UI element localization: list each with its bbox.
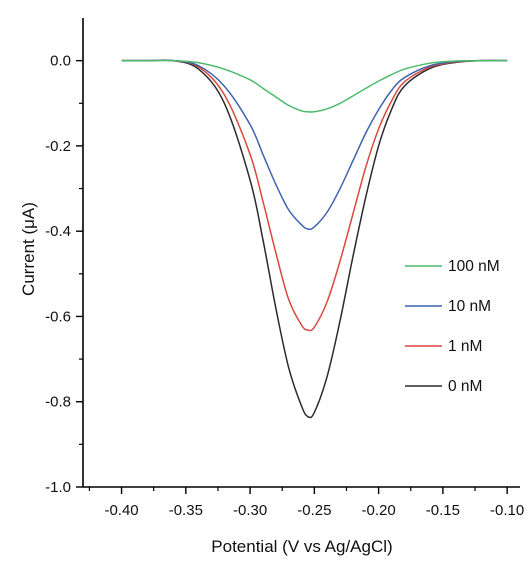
x-tick-label: -0.30 [233,502,267,519]
series-line-0-nm [121,59,508,419]
x-tick-label: -0.10 [490,502,524,519]
legend-label-100-nm: 100 nM [448,258,500,275]
y-tick-label: -0.6 [45,308,71,325]
series-line-1-nm [121,59,508,332]
legend-label-10-nm: 10 nM [448,298,491,315]
series-line-100-nm [121,59,508,113]
legend: 100 nM 10 nM 1 nM 0 nM [405,258,500,395]
x-tick-label: -0.35 [169,502,203,519]
y-tick-label: 0.0 [50,53,71,70]
axes: 0.0 -0.2 -0.4 -0.6 -0.8 -1.0 -0.40 -0.35 -0.30 -0… [45,18,524,519]
x-tick-label: -0.20 [362,502,396,519]
x-tick-label: -0.25 [297,502,331,519]
legend-label-0-nm: 0 nM [448,378,482,395]
y-tick-label: -1.0 [45,479,71,496]
x-tick-label: -0.15 [426,502,460,519]
x-axis-title: Potential (V vs Ag/AgCl) [211,537,392,556]
y-tick-label: -0.4 [45,223,71,240]
legend-label-1-nm: 1 nM [448,338,482,355]
y-tick-label: -0.8 [45,394,71,411]
y-tick-label: -0.2 [45,138,71,155]
series-line-10-nm [121,59,508,231]
x-tick-label: -0.40 [104,502,138,519]
y-axis-title: Current (μA) [19,202,38,296]
series-layer [121,59,508,419]
